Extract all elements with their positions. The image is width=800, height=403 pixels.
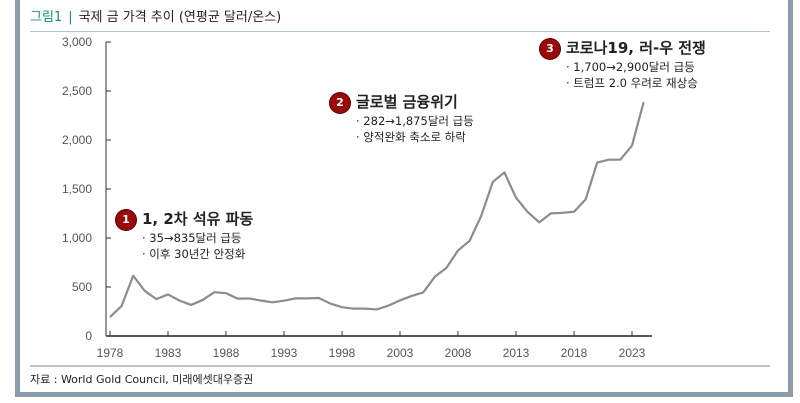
y-tick-label: 500 — [72, 280, 92, 294]
y-tick-label: 2,000 — [62, 133, 92, 147]
x-tick-label: 2023 — [619, 346, 646, 360]
x-tick-label: 2018 — [561, 346, 588, 360]
annotation-2: 2 글로벌 금융위기 · 282→1,875달러 급등 · 양적완화 축소로 하락 — [330, 91, 474, 145]
annotation-line: · 양적완화 축소로 하락 — [356, 129, 466, 144]
source-note: 자료 : World Gold Council, 미래에셋대우증권 — [30, 373, 254, 386]
figure-title-text: 국제 금 가격 추이 (연평균 달러/온스) — [78, 10, 282, 25]
y-tick-label: 1,000 — [62, 231, 92, 245]
x-tick-label: 2013 — [503, 346, 530, 360]
x-tick-label: 2003 — [387, 346, 414, 360]
annotation-line: · 282→1,875달러 급등 — [356, 113, 474, 128]
annotation-line: · 1,700→2,900달러 급등 — [566, 59, 695, 74]
x-tick-label: 1998 — [329, 346, 356, 360]
badge-1: 1 — [116, 209, 136, 230]
source-divider — [30, 365, 770, 367]
annotation-line: · 35→835달러 급등 — [142, 230, 242, 245]
x-tick-label: 1978 — [97, 346, 124, 360]
annotation-title: 1, 2차 석유 파동 — [142, 210, 254, 228]
figure-number: 그림1 — [30, 10, 63, 25]
annotation-line: · 트럼프 2.0 우려로 재상승 — [566, 75, 698, 90]
x-tick-label: 1983 — [155, 346, 182, 360]
annotation-3: 3 코로나19, 러-우 전쟁 · 1,700→2,900달러 급등 · 트럼프 … — [540, 37, 706, 91]
annotation-line: · 이후 30년간 안정화 — [142, 246, 246, 261]
y-tick-label: 0 — [85, 329, 92, 343]
annotation-title: 글로벌 금융위기 — [356, 93, 458, 111]
y-tick-label: 1,500 — [62, 182, 92, 196]
y-tick-label: 2,500 — [62, 84, 92, 98]
x-tick-label: 2008 — [445, 346, 472, 360]
badge-3: 3 — [540, 38, 560, 59]
title-divider — [30, 31, 770, 32]
x-tick-label: 1988 — [213, 346, 240, 360]
y-tick-label: 3,000 — [62, 35, 92, 49]
x-tick-label: 1993 — [271, 346, 298, 360]
figure-title: 그림1 | 국제 금 가격 추이 (연평균 달러/온스) — [30, 10, 282, 25]
annotation-1: 1 1, 2차 석유 파동 · 35→835달러 급등 · 이후 30년간 안정화 — [116, 208, 253, 262]
annotation-title: 코로나19, 러-우 전쟁 — [566, 39, 706, 57]
badge-2: 2 — [330, 92, 350, 113]
figure-frame — [15, 0, 793, 397]
